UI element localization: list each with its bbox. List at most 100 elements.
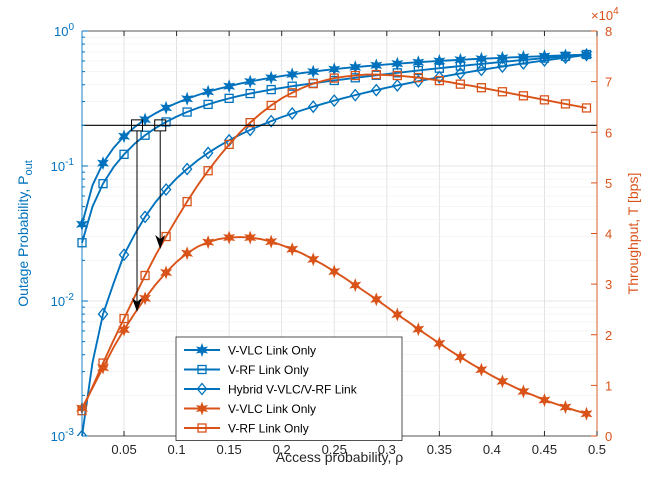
data-point-square [413,65,423,76]
y-left-tick-label: 100 [54,22,74,39]
data-point-square [455,61,466,71]
data-point-diamond [412,74,424,88]
tick-base: 10 [51,429,65,444]
x-tick-label: 0.1 [168,442,186,457]
y-left-tick-label: 10-1 [51,157,75,174]
tick-power: -2 [65,292,74,303]
data-point-square [329,73,339,83]
data-point-star [181,246,194,261]
data-point-star [559,400,572,415]
data-point-square [476,83,487,93]
data-point-square [434,75,444,86]
data-point-diamond [391,78,403,92]
data-point-star [328,62,341,77]
data-point-square [308,79,318,89]
exponent-base: ×10 [591,8,613,23]
data-point-diamond [76,429,88,436]
data-point-square [203,99,213,110]
data-point-diamond [286,106,298,120]
y-right-tick-label: 6 [605,125,612,140]
data-point-square [350,70,360,81]
y-right-tick-label: 7 [605,75,612,90]
y-right-tick-label: 4 [605,227,612,242]
x-tick-label: 0.5 [588,442,606,457]
tick-power: -1 [65,157,74,168]
data-point-diamond [455,66,466,80]
data-point-star [223,230,236,245]
data-point-star [265,234,278,249]
data-point-square [287,88,297,98]
data-point-star [96,156,110,171]
data-point-star [286,67,299,82]
data-point-square [413,72,423,83]
data-point-star [475,362,488,377]
data-point-star [328,264,341,279]
series-2 [76,48,592,436]
x-tick-label: 0.4 [483,442,501,457]
y-right-axis-title: Throughput, T [bps] [625,173,641,295]
data-point-diamond [518,56,529,70]
data-point-star [433,336,446,351]
y-left-axis-title: Outage Probability, Pout [15,160,35,307]
data-point-star [202,235,215,250]
y-left-title-main: Outage Probability, P [15,176,31,307]
data-point-diamond [139,210,151,224]
y-right-tick-label: 0 [605,429,612,444]
data-point-star [202,84,215,99]
data-point-diamond [560,51,571,65]
data-point-diamond [328,94,340,108]
data-point-star [307,64,320,79]
data-point-square [266,84,276,95]
data-point-diamond [349,88,361,102]
data-point-diamond [181,162,193,176]
tick-power: -3 [65,427,74,438]
legend-label: V-VLC Link Only [228,402,316,416]
data-point-square [266,100,276,111]
data-point-diamond [307,100,319,114]
x-tick-label: 0.45 [532,442,557,457]
x-tick-label: 0.2 [273,442,291,457]
data-point-star [160,265,173,280]
tick-power: 0 [68,22,74,33]
x-tick-label: 0.35 [427,442,452,457]
legend: V-VLC Link Only V-RF Link Only Hybrid V-VL… [175,336,403,441]
legend-marker-star [195,343,209,357]
x-tick-label: 0.05 [111,442,136,457]
legend-label: V-VLC Link Only [228,344,316,358]
x-tick-label: 0.15 [216,442,241,457]
y-left-tick-label: 10-3 [51,427,75,444]
plot-area [75,47,597,436]
data-point-star [118,129,131,144]
data-point-star [412,55,425,70]
y-left-title-sub: out [23,160,35,175]
data-point-star [391,307,404,322]
x-tick-label: 0.3 [378,442,396,457]
data-point-diamond [434,70,445,84]
data-point-star [538,393,551,408]
legend-label: V-RF Link Only [228,422,309,436]
data-point-square [581,103,592,113]
data-point-square [392,70,402,81]
exponent-power: 4 [613,6,619,17]
y-right-exponent: ×104 [591,6,619,23]
data-point-star [244,230,257,245]
y-right-tick-label: 8 [605,24,612,39]
data-point-star [349,278,362,293]
data-point-star [433,53,446,68]
annotation-arrow-head [155,235,166,250]
data-point-star [160,100,173,115]
data-point-square [98,358,108,368]
series-line-4 [81,73,587,412]
data-point-square [182,107,192,117]
series-line-2 [81,53,587,436]
data-point-square [455,79,466,89]
data-point-square [518,91,529,101]
data-point-square [98,179,108,189]
data-point-diamond [244,123,256,137]
data-point-diamond [202,146,214,160]
tick-base: 10 [54,24,68,39]
data-point-square [539,95,550,105]
data-point-star [265,70,278,85]
legend-marker-diamond [196,382,208,396]
data-point-square [476,59,487,69]
